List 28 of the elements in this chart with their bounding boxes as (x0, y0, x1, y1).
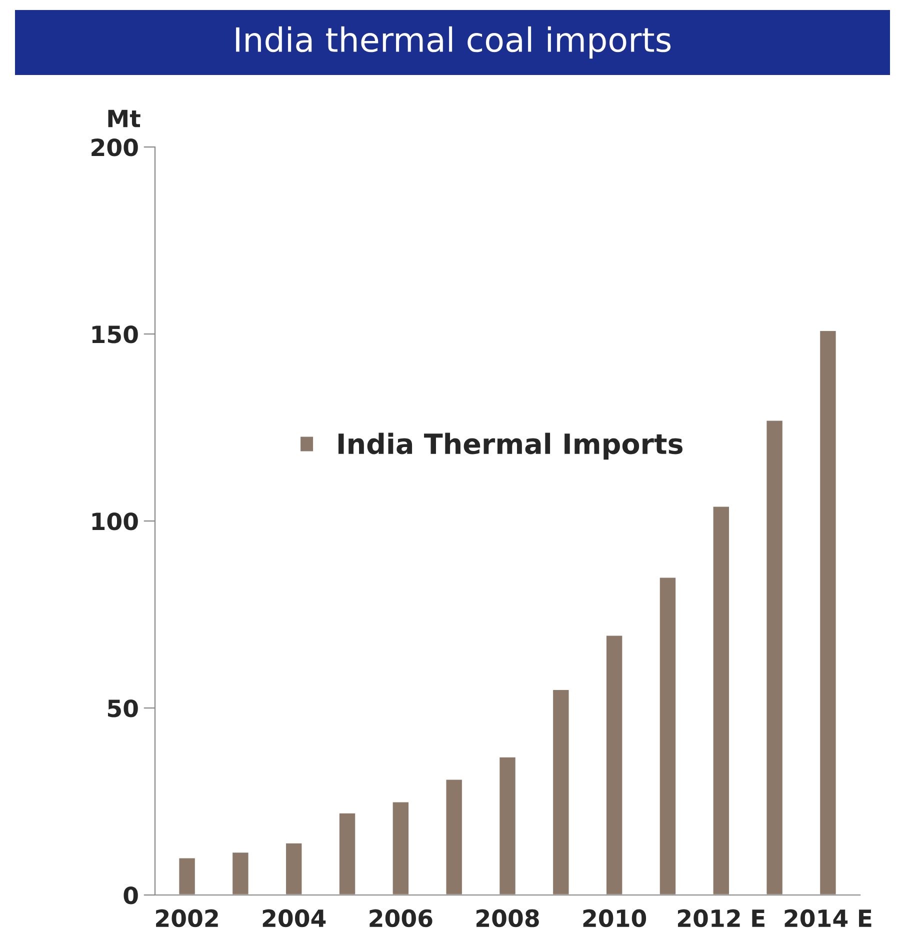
y-tick-label: 50 (108, 699, 138, 718)
y-tick-label: 150 (92, 325, 138, 344)
x-tick-label: 2004 (262, 909, 326, 928)
bar (178, 856, 196, 895)
bar (498, 756, 517, 895)
y-tick-label: 0 (124, 886, 138, 904)
x-tick-label: 2002 (156, 909, 218, 928)
chart-title: India thermal coal imports (236, 26, 671, 59)
bar (284, 842, 304, 895)
bar (231, 851, 250, 895)
bar (658, 576, 677, 895)
x-tick-label: 2006 (370, 909, 432, 928)
bar (605, 634, 624, 895)
bar (391, 800, 410, 895)
bar (444, 778, 464, 895)
y-tick-label: 200 (92, 138, 138, 156)
legend-label: India Thermal Imports (338, 432, 682, 460)
x-tick-label: 2010 (583, 909, 646, 928)
bar (552, 688, 570, 895)
y-axis-title: Mt (108, 110, 140, 128)
bar (818, 330, 838, 895)
bar (765, 419, 784, 895)
bar (338, 812, 357, 895)
x-tick-label: 2012 E (678, 909, 764, 928)
y-tick-label: 100 (92, 512, 138, 530)
x-tick-label: 2014 E (784, 909, 872, 928)
x-tick-label: 2008 (476, 909, 539, 928)
bar (712, 505, 730, 895)
